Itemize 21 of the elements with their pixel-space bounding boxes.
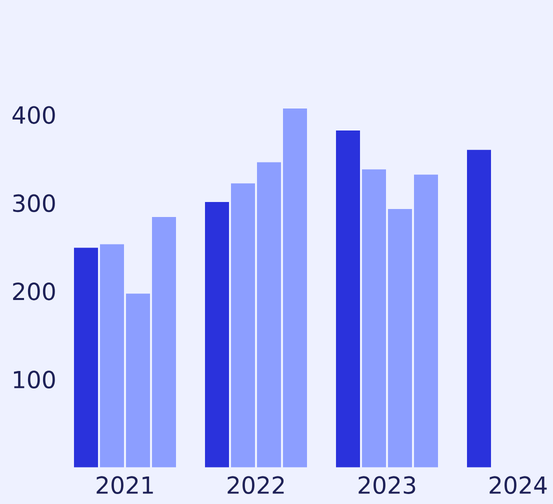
bar [467, 150, 491, 468]
bar [126, 294, 150, 468]
x-tick-label: 2023 [358, 476, 416, 494]
y-tick-label: 300 [13, 194, 55, 212]
x-tick-label: 2022 [228, 476, 284, 494]
bar [336, 130, 360, 468]
bar [231, 183, 255, 468]
bar [100, 244, 124, 468]
bar [257, 162, 281, 468]
bar [152, 216, 176, 468]
y-tick-label: 400 [12, 106, 55, 124]
bar [74, 248, 98, 468]
y-tick-label: 200 [13, 282, 55, 300]
y-tick-label: 100 [14, 370, 55, 389]
x-tick-label: 2021 [96, 476, 153, 494]
bar [414, 174, 438, 468]
x-tick-label: 2024 [490, 476, 547, 494]
bar [283, 108, 307, 468]
bar [362, 169, 386, 468]
bar [388, 209, 412, 468]
bar [205, 202, 229, 468]
